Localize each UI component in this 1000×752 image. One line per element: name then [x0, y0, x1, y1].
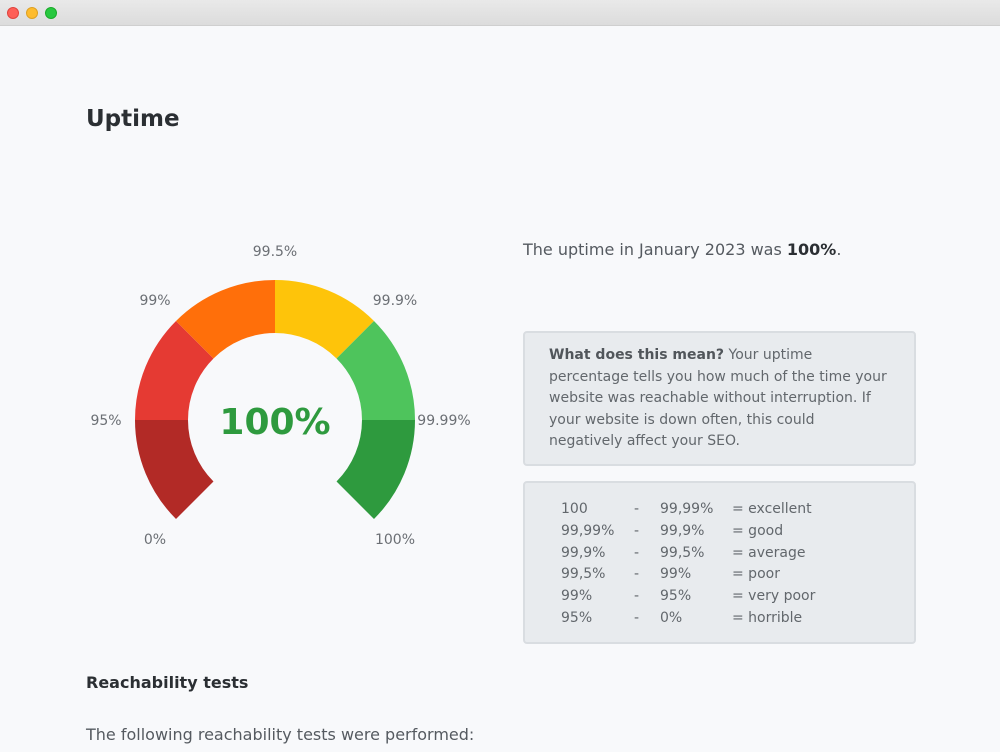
- range-dash: -: [634, 522, 640, 539]
- uptime-range-table: 100-99,99% = excellent 99,99% -99,9% = good 9…: [523, 481, 916, 644]
- gauge-tick-label: 99.99%: [417, 413, 470, 429]
- range-from: 95%: [561, 609, 593, 626]
- explanation-question: What does this mean?: [549, 347, 725, 363]
- range-grade: = good: [732, 522, 784, 539]
- range-dash: -: [634, 566, 640, 583]
- range-row: 99,99% - 99,9% = good: [561, 521, 914, 543]
- range-to: 99,5%: [660, 544, 705, 561]
- range-grade: = excellent: [732, 501, 812, 517]
- summary-suffix: .: [836, 240, 842, 259]
- range-row: 100 - 99,99% = excellent: [561, 499, 914, 521]
- gauge-tick-label: 99%: [139, 293, 170, 309]
- window-titlebar: [0, 0, 1000, 26]
- range-to: 99%: [660, 566, 692, 583]
- gauge-segment: [275, 280, 374, 359]
- close-window-button[interactable]: [7, 7, 19, 19]
- gauge-tick-label: 100%: [375, 532, 415, 548]
- range-to: 99,9%: [660, 522, 705, 539]
- gauge-tick-label: 95%: [90, 413, 121, 429]
- range-to: 0%: [660, 609, 683, 626]
- gauge-tick-label: 99.5%: [253, 244, 297, 260]
- gauge-segment: [135, 420, 214, 519]
- range-grade: = horrible: [732, 609, 803, 626]
- range-dash: -: [634, 609, 640, 626]
- minimize-window-button[interactable]: [26, 7, 38, 19]
- range-to: 95%: [660, 588, 692, 605]
- range-row: 99% - 95% = very poor: [561, 586, 914, 608]
- range-from: 99,9%: [561, 544, 606, 561]
- gauge-segment: [336, 321, 415, 420]
- gauge-tick-label: 0%: [144, 532, 166, 548]
- summary-value: 100%: [786, 240, 837, 259]
- maximize-window-button[interactable]: [45, 7, 57, 19]
- gauge-tick-label: 99.9%: [373, 293, 417, 309]
- uptime-explanation-box: What does this mean? Your uptime percent…: [523, 331, 916, 466]
- gauge-segment: [176, 280, 275, 359]
- range-grade: = average: [732, 544, 806, 561]
- range-from: 99,5%: [561, 566, 606, 583]
- range-row: 99,5% - 99% = poor: [561, 564, 914, 586]
- range-dash: -: [634, 501, 640, 517]
- gauge-segment: [336, 420, 416, 519]
- range-to: 99,99%: [660, 501, 714, 517]
- range-row: 95% - 0% = horrible: [561, 608, 914, 630]
- range-dash: -: [634, 588, 640, 605]
- gauge-segment: [135, 321, 214, 420]
- range-row: 99,9% - 99,5% = average: [561, 543, 914, 565]
- range-from: 100: [561, 501, 588, 517]
- explanation-text: Your uptime percentage tells you how muc…: [549, 347, 887, 449]
- range-grade: = very poor: [732, 588, 816, 605]
- reachability-title: Reachability tests: [86, 673, 249, 692]
- summary-prefix: The uptime in January 2023 was: [523, 240, 787, 259]
- page-title: Uptime: [86, 106, 180, 132]
- range-from: 99%: [561, 588, 593, 605]
- range-grade: = poor: [732, 566, 780, 583]
- uptime-summary: The uptime in January 2023 was 100%.: [523, 240, 841, 259]
- reachability-intro: The following reachability tests were pe…: [86, 725, 475, 744]
- range-from: 99,99%: [561, 522, 615, 539]
- range-dash: -: [634, 544, 640, 561]
- gauge-value: 100%: [219, 402, 330, 443]
